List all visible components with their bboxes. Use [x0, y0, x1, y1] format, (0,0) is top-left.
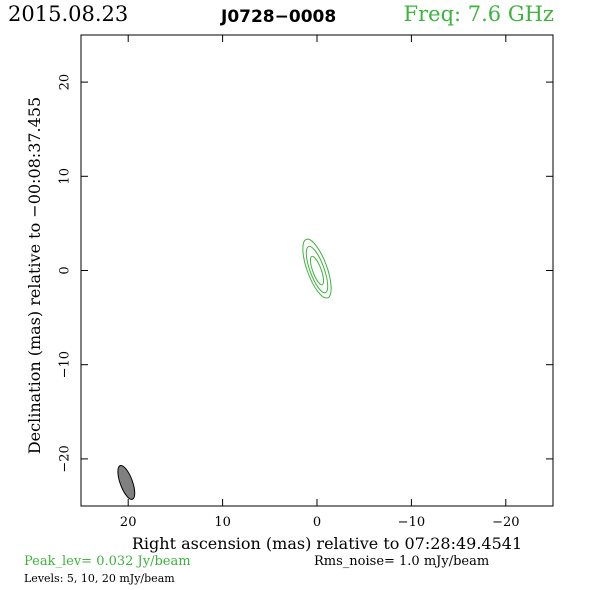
rms-noise: Rms_noise= 1.0 mJy/beam: [314, 554, 490, 569]
y-tick-label: −20: [58, 445, 73, 472]
contour-ellipse: [309, 255, 325, 286]
contour-ellipse: [302, 238, 332, 299]
y-axis-label: Declination (mas) relative to −00:08:37.…: [25, 97, 44, 454]
axis-ticks: [81, 35, 553, 506]
beam-ellipse-group: [117, 465, 136, 500]
y-tick-label: 20: [58, 74, 73, 91]
x-tick-label: 10: [214, 515, 231, 530]
tick-labels: 20 10 0 −10 −20 −20 −10 0 10 20: [58, 74, 520, 530]
y-tick-label: 0: [58, 266, 73, 274]
observation-date: 2015.08.23: [8, 2, 129, 26]
x-tick-label: −20: [492, 515, 519, 530]
source-contours: [302, 238, 332, 299]
beam-ellipse: [117, 465, 136, 500]
x-axis-label: Right ascension (mas) relative to 07:28:…: [132, 534, 522, 553]
y-tick-label: −10: [58, 351, 73, 378]
source-name: J0728−0008: [221, 7, 337, 27]
x-tick-label: −10: [398, 515, 425, 530]
x-tick-label: 20: [120, 515, 137, 530]
frequency-label: Freq: 7.6 GHz: [403, 2, 554, 26]
x-tick-label: 0: [313, 515, 321, 530]
contour-levels: Levels: 5, 10, 20 mJy/beam: [24, 572, 175, 585]
y-tick-label: 10: [58, 168, 73, 185]
plot-frame: [80, 34, 554, 507]
peak-level: Peak_lev= 0.032 Jy/beam: [24, 554, 191, 569]
contour-ellipse: [305, 245, 329, 294]
